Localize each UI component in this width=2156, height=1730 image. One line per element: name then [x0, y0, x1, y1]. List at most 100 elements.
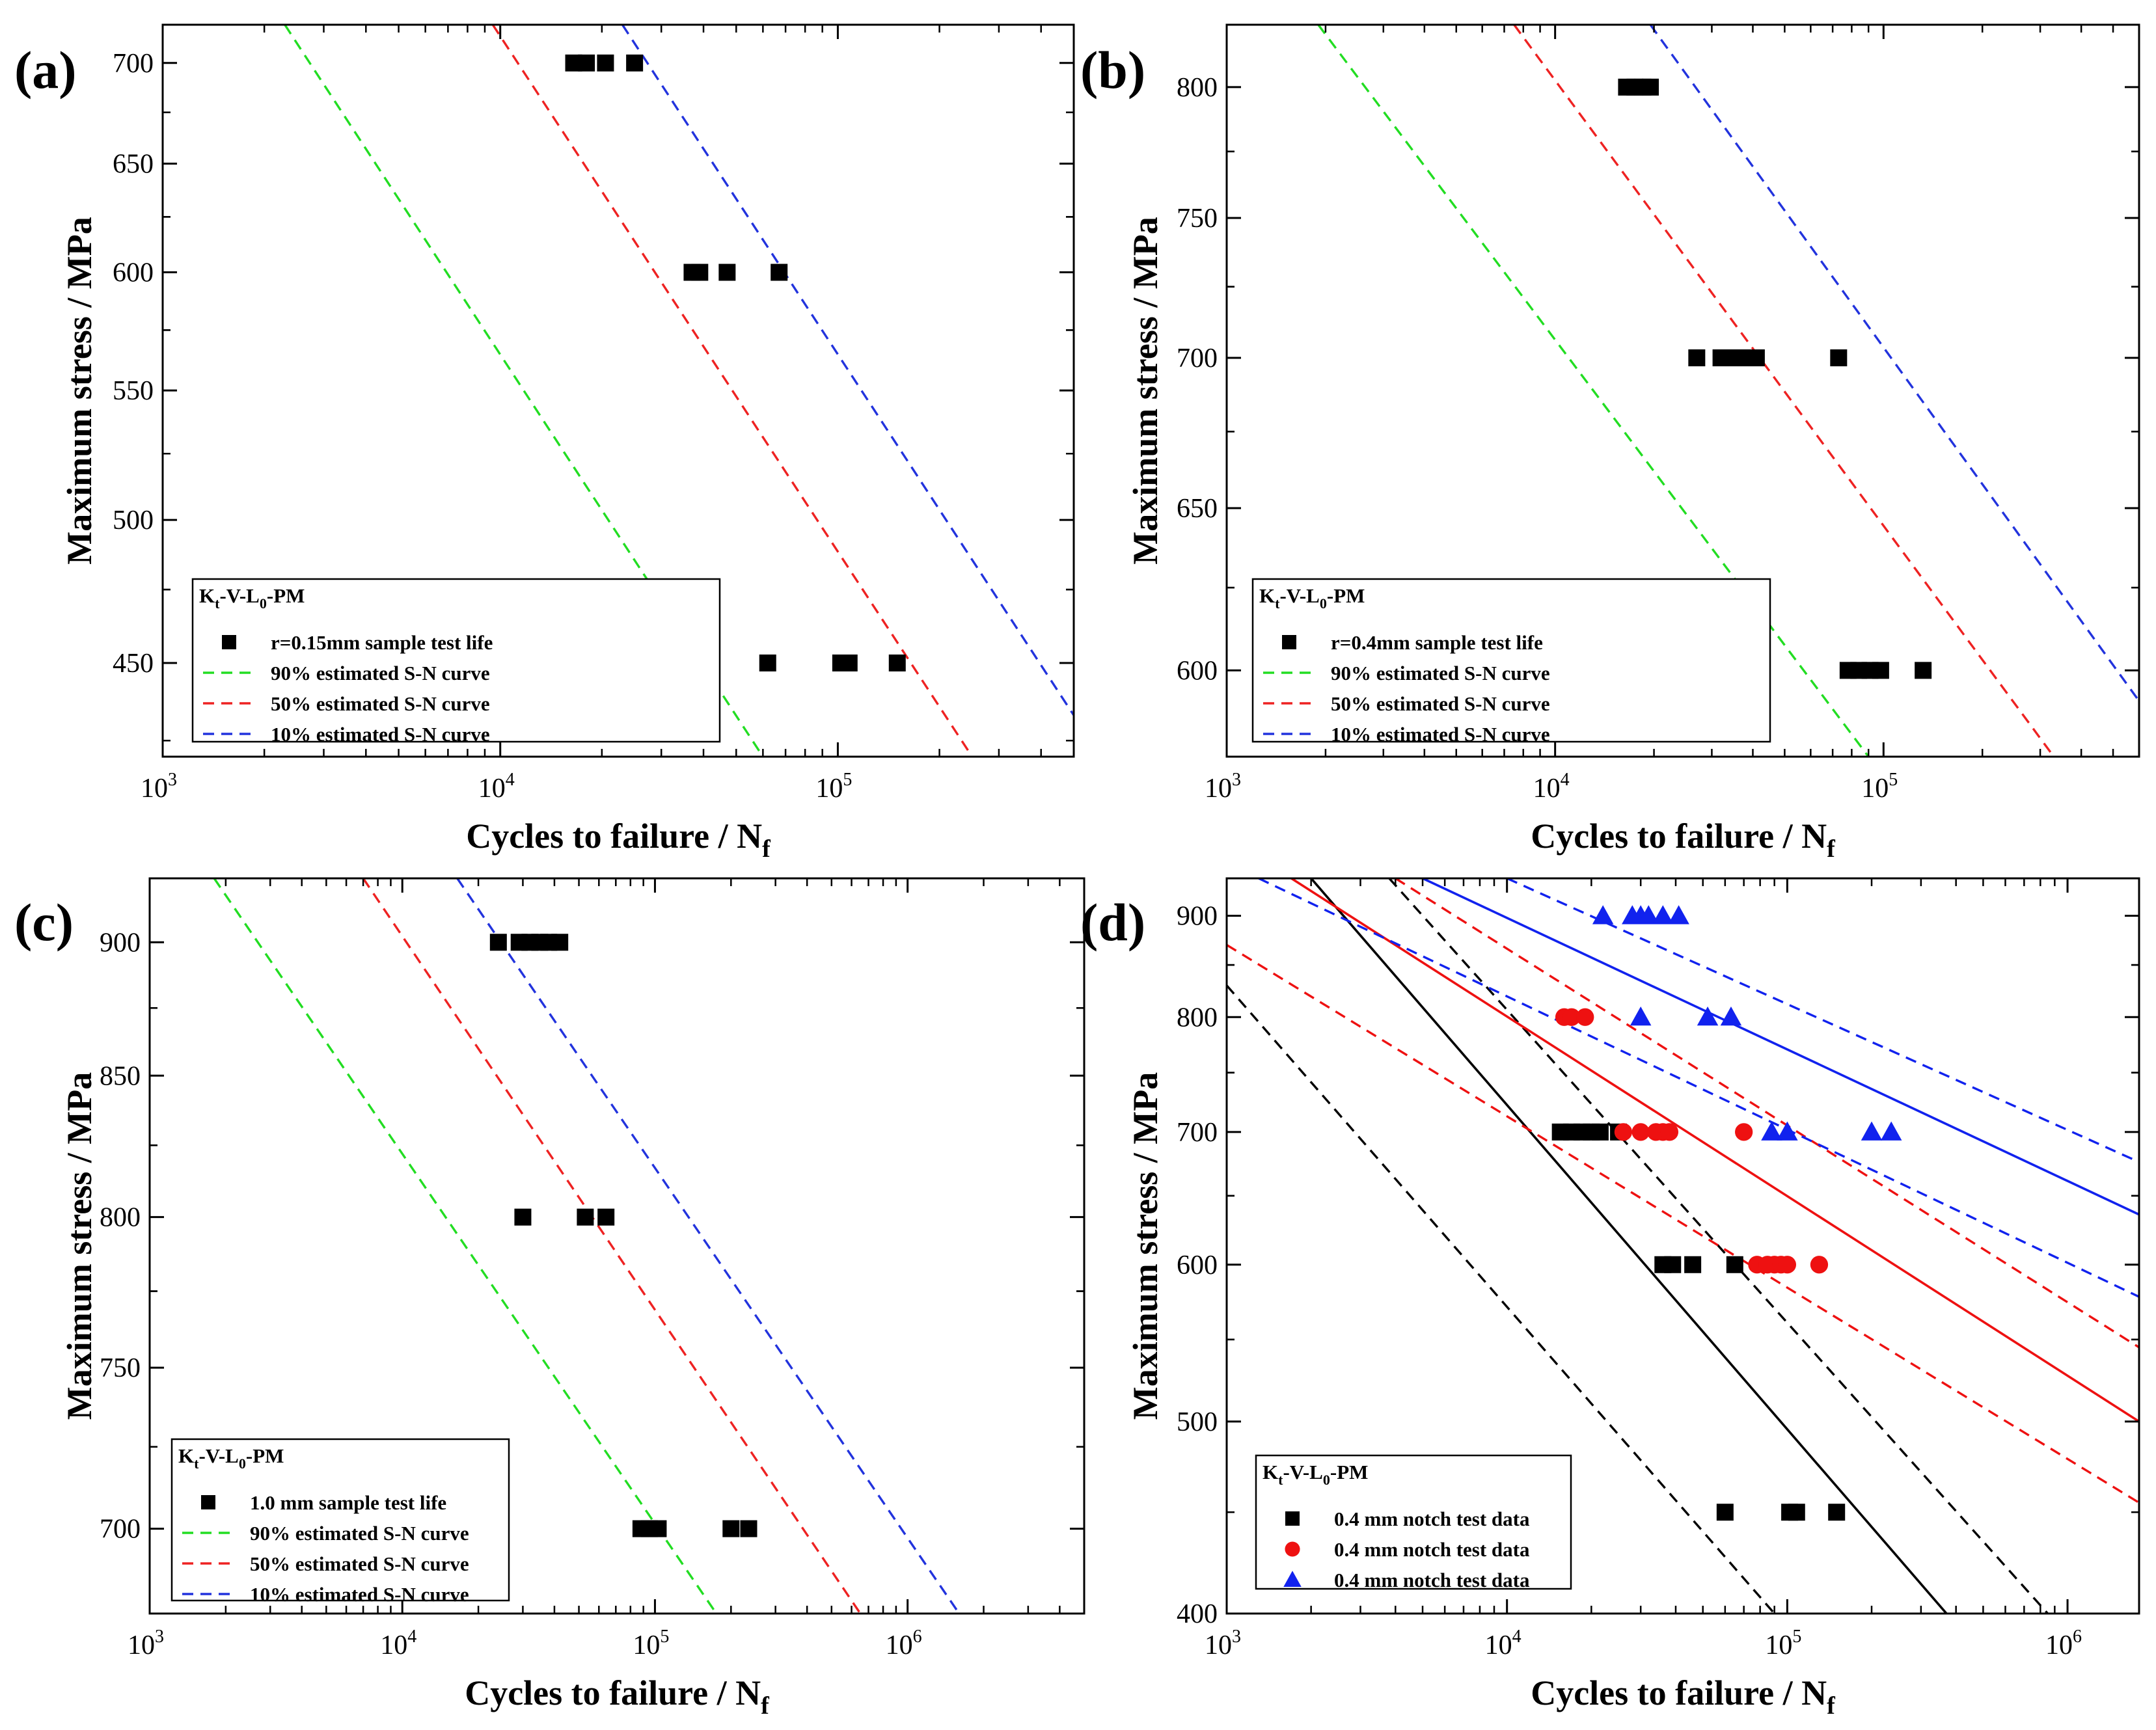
- data-point: [1810, 1256, 1829, 1274]
- legend: Kt-V-L0-PM r=0.15mm sample test life 90% e…: [191, 578, 721, 746]
- legend-label: 10% estimated S-N curve: [1331, 723, 1550, 746]
- data-point: [1720, 1007, 1742, 1026]
- data-point: [1828, 1504, 1846, 1521]
- panel-label: (c): [14, 893, 74, 952]
- data-point: [1778, 1256, 1797, 1274]
- data-point: [1660, 1123, 1679, 1141]
- data-point: [1726, 1256, 1743, 1273]
- data-point: [578, 54, 595, 72]
- legend-label: 50% estimated S-N curve: [1331, 692, 1550, 715]
- x-tick-label: 105: [1861, 770, 1898, 804]
- legend-title: Kt-V-L0-PM: [1262, 1461, 1368, 1488]
- y-tick-label: 600: [113, 258, 154, 288]
- legend-box: [1251, 578, 1771, 743]
- plot-area: [1227, 878, 2139, 1614]
- data-point: [1697, 1007, 1719, 1026]
- panel-d: 103 104 105 106 400 500 600 700 800 900 Cycles to …: [1080, 877, 2140, 1720]
- data-point: [691, 264, 709, 281]
- series-line: [1258, 878, 2139, 1298]
- x-axis-title: Cycles to failure / Nf: [1531, 817, 1836, 863]
- plot-area: [1317, 25, 2139, 757]
- x-tick-label: 104: [1485, 1627, 1521, 1660]
- legend-box: [171, 1438, 510, 1602]
- legend-label: 50% estimated S-N curve: [250, 1552, 469, 1575]
- legend-label: 0.4 mm notch test data: [1334, 1569, 1530, 1591]
- data-point: [722, 1520, 740, 1537]
- data-point: [888, 654, 906, 671]
- x-tick-label: 106: [2045, 1627, 2082, 1660]
- legend-label: 10% estimated S-N curve: [250, 1583, 469, 1606]
- plot-area: [213, 878, 961, 1614]
- data-point: [740, 1520, 757, 1537]
- plot-frame: [1225, 23, 2140, 758]
- data-point: [551, 934, 569, 951]
- y-tick-label: 700: [113, 49, 154, 79]
- panel-label: (b): [1080, 40, 1145, 100]
- data-point: [718, 264, 736, 281]
- x-axis-title: Cycles to failure / Nf: [466, 817, 771, 863]
- y-tick-label: 600: [1177, 1250, 1218, 1280]
- x-tick-label: 103: [141, 770, 177, 804]
- data-point: [1576, 1008, 1594, 1026]
- x-tick-label: 106: [886, 1627, 922, 1660]
- data-point: [1591, 1123, 1609, 1141]
- y-tick-label: 400: [1177, 1599, 1218, 1629]
- data-point: [1630, 1007, 1652, 1026]
- data-point: [626, 54, 644, 72]
- legend-label: r=0.15mm sample test life: [271, 631, 493, 654]
- y-tick-label: 700: [1177, 1118, 1218, 1148]
- series-line: [1310, 878, 1948, 1614]
- legend-label: 90% estimated S-N curve: [1331, 662, 1550, 684]
- legend-label: 0.4 mm notch test data: [1334, 1538, 1530, 1561]
- data-point: [1664, 1256, 1682, 1273]
- plot-area: [284, 25, 1074, 757]
- x-axis-title: Cycles to failure / Nf: [465, 1673, 770, 1720]
- x-tick-label: 103: [128, 1627, 164, 1660]
- legend: Kt-V-L0-PM r=0.4mm sample test life 90% es…: [1251, 578, 1771, 746]
- data-point: [1668, 905, 1689, 925]
- data-point: [1880, 1121, 1902, 1141]
- series-line: [1513, 25, 2055, 757]
- x-tick-label: 104: [1533, 770, 1570, 804]
- data-point: [1861, 1121, 1883, 1141]
- legend-swatch: [201, 1495, 215, 1509]
- series-line: [456, 878, 961, 1614]
- legend-label: 90% estimated S-N curve: [250, 1522, 469, 1545]
- y-axis-title: Maximum stress / MPa: [1126, 1072, 1165, 1420]
- y-tick-label: 800: [100, 1203, 141, 1233]
- x-tick-label: 103: [1205, 1627, 1241, 1660]
- data-point: [514, 1208, 532, 1226]
- series-line: [621, 25, 1074, 716]
- legend-swatch: [1283, 1571, 1302, 1587]
- data-point: [1592, 905, 1614, 925]
- legend-label: 10% estimated S-N curve: [271, 723, 490, 746]
- legend-swatch: [1282, 635, 1296, 649]
- panel-a: 103 104 105 450 500 550 600 650 700 Cycles to fai…: [14, 23, 1075, 863]
- y-tick-label: 750: [100, 1353, 141, 1383]
- series-line: [1317, 25, 1870, 757]
- y-tick-label: 500: [113, 506, 154, 535]
- x-axis-title: Cycles to failure / Nf: [1531, 1673, 1836, 1720]
- series-line: [1227, 984, 1775, 1614]
- y-tick-label: 800: [1177, 1003, 1218, 1033]
- data-point: [597, 54, 614, 72]
- data-point: [1735, 1123, 1753, 1141]
- x-tick-label: 105: [1765, 1627, 1801, 1660]
- legend: Kt-V-L0-PM 0.4 mm notch test data 0.4 mm n…: [1255, 1454, 1572, 1591]
- series-line: [1290, 878, 2139, 1423]
- data-point: [1761, 1121, 1782, 1141]
- legend-label: 90% estimated S-N curve: [271, 662, 490, 684]
- y-tick-label: 600: [1177, 656, 1218, 686]
- data-point: [1642, 78, 1659, 96]
- y-tick-label: 500: [1177, 1407, 1218, 1437]
- data-point: [771, 264, 788, 281]
- series-line: [491, 25, 974, 757]
- legend-title: Kt-V-L0-PM: [1259, 584, 1365, 612]
- legend-swatch: [1285, 1541, 1300, 1557]
- series-line: [1422, 878, 2139, 1216]
- series-line: [1506, 878, 2139, 1163]
- y-tick-label: 900: [1177, 902, 1218, 932]
- y-axis-title: Maximum stress / MPa: [1126, 217, 1165, 564]
- legend-box: [1255, 1454, 1572, 1590]
